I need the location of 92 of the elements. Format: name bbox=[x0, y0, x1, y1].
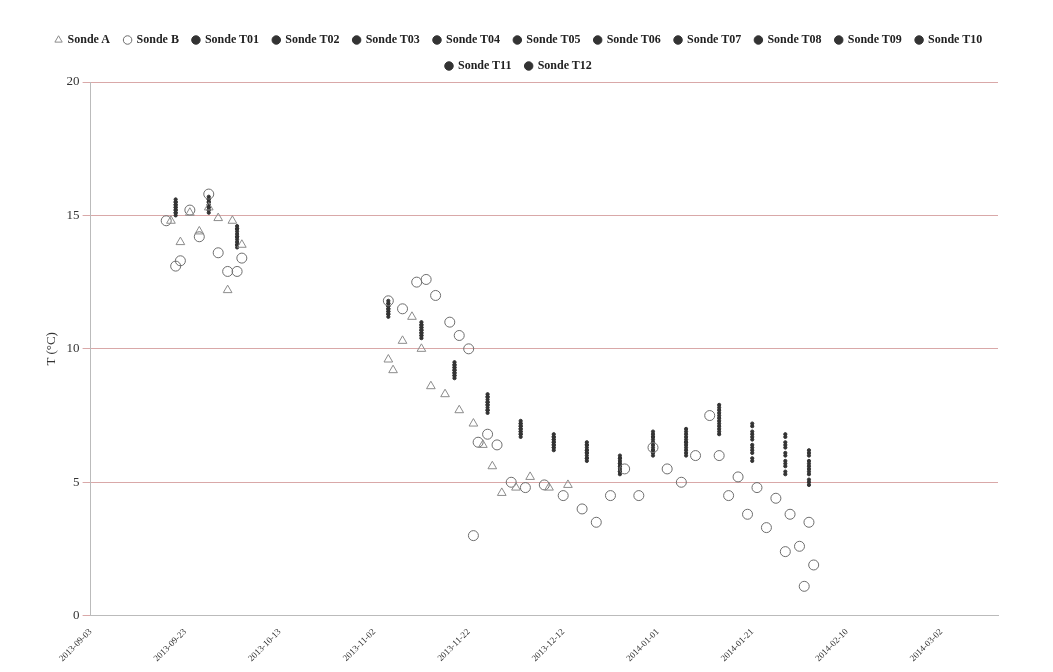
point bbox=[420, 273, 432, 285]
legend-label: Sonde T11 bbox=[457, 58, 512, 73]
point bbox=[468, 418, 479, 427]
point bbox=[444, 316, 456, 328]
point bbox=[175, 236, 186, 246]
legend-label: Sonde T04 bbox=[445, 32, 501, 47]
legend-label: Sonde B bbox=[136, 32, 179, 47]
legend-label: Sonde T07 bbox=[687, 32, 742, 47]
point bbox=[590, 516, 602, 528]
point bbox=[675, 476, 687, 488]
point bbox=[160, 215, 172, 227]
point bbox=[538, 479, 550, 491]
legend-label: Sonde T12 bbox=[537, 58, 592, 73]
point bbox=[397, 303, 409, 315]
point bbox=[416, 343, 427, 352]
y-tick-label: 20 bbox=[66, 73, 80, 89]
point bbox=[604, 490, 616, 502]
point bbox=[519, 482, 531, 494]
legend-label: Sonde T02 bbox=[285, 32, 340, 47]
point bbox=[779, 546, 791, 558]
legend-label: Sonde T03 bbox=[365, 32, 420, 47]
point bbox=[231, 265, 243, 277]
point bbox=[222, 265, 234, 277]
point bbox=[633, 490, 645, 502]
point bbox=[174, 255, 186, 267]
point bbox=[794, 540, 806, 552]
point bbox=[647, 442, 659, 454]
point bbox=[430, 289, 442, 301]
point bbox=[227, 215, 238, 224]
point bbox=[222, 284, 233, 294]
point bbox=[478, 439, 488, 448]
point bbox=[193, 231, 205, 243]
legend-label: Sonde T08 bbox=[767, 32, 822, 47]
point bbox=[482, 428, 494, 440]
point bbox=[723, 490, 735, 502]
point bbox=[453, 329, 465, 341]
point bbox=[803, 516, 815, 528]
point bbox=[237, 239, 247, 248]
point bbox=[511, 482, 521, 491]
point bbox=[236, 252, 248, 264]
point bbox=[170, 260, 182, 272]
point bbox=[690, 450, 702, 462]
point bbox=[213, 212, 224, 222]
point bbox=[397, 335, 408, 344]
point bbox=[563, 479, 573, 488]
legend-label: Sonde T09 bbox=[847, 32, 902, 47]
point bbox=[557, 490, 569, 502]
point bbox=[505, 476, 517, 488]
point bbox=[808, 559, 820, 571]
point bbox=[732, 471, 744, 483]
point bbox=[770, 492, 782, 504]
legend-label: Sonde T10 bbox=[928, 32, 983, 47]
y-tick-label: 15 bbox=[66, 206, 80, 222]
y-tick-label: 10 bbox=[66, 340, 80, 356]
point bbox=[491, 439, 503, 451]
y-tick-label: 5 bbox=[73, 473, 80, 489]
point bbox=[388, 364, 398, 374]
point bbox=[454, 404, 465, 414]
point bbox=[411, 276, 423, 288]
point bbox=[713, 450, 725, 462]
point bbox=[544, 482, 554, 491]
point bbox=[760, 522, 772, 534]
y-tick-label: 0 bbox=[73, 607, 80, 623]
point bbox=[463, 343, 475, 355]
point bbox=[751, 482, 763, 494]
point bbox=[382, 295, 394, 307]
point bbox=[784, 508, 796, 520]
point bbox=[203, 188, 215, 200]
point bbox=[467, 530, 479, 542]
point bbox=[472, 436, 484, 448]
point bbox=[203, 201, 214, 211]
point bbox=[487, 460, 498, 470]
legend-label: Sonde A bbox=[67, 32, 111, 47]
point bbox=[194, 225, 205, 235]
point bbox=[212, 247, 224, 259]
point bbox=[407, 311, 417, 320]
point bbox=[496, 487, 507, 496]
point bbox=[166, 215, 176, 224]
legend-label: Sonde T05 bbox=[526, 32, 581, 47]
point bbox=[383, 354, 394, 363]
point bbox=[619, 463, 631, 475]
legend-label: Sonde T01 bbox=[204, 32, 260, 47]
point bbox=[440, 388, 450, 398]
point bbox=[525, 471, 535, 480]
point bbox=[704, 410, 716, 422]
point bbox=[661, 463, 673, 475]
legend-label: Sonde T06 bbox=[606, 32, 661, 47]
point bbox=[798, 580, 810, 592]
point bbox=[426, 380, 436, 390]
y-axis-title: T (°C) bbox=[43, 332, 59, 366]
point bbox=[742, 508, 754, 520]
point bbox=[576, 503, 588, 515]
